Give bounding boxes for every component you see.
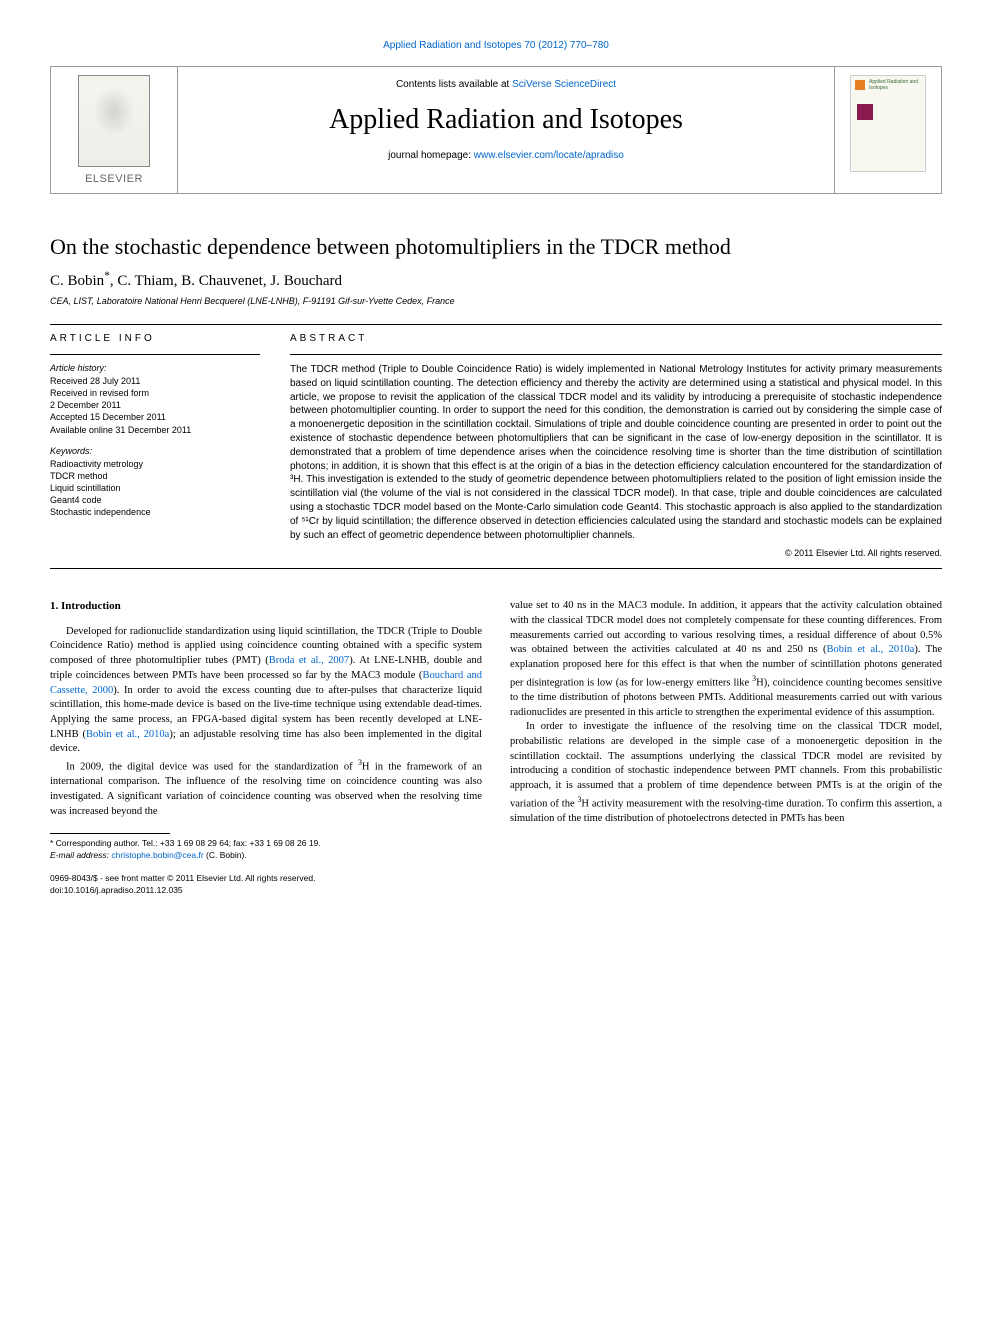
body-column-left: 1. Introduction Developed for radionucli…: [50, 599, 482, 896]
body-text: 1. Introduction Developed for radionucli…: [50, 599, 942, 896]
footer-doi: doi:10.1016/j.apradiso.2011.12.035: [50, 885, 482, 896]
email-link[interactable]: christophe.bobin@cea.fr: [111, 850, 203, 860]
publisher-logo: ELSEVIER: [51, 67, 178, 193]
abstract: ABSTRACT The TDCR method (Triple to Doub…: [290, 333, 942, 558]
abstract-text: The TDCR method (Triple to Double Coinci…: [290, 363, 942, 542]
elsevier-tree-icon: [78, 75, 150, 167]
body-paragraph: In order to investigate the influence of…: [510, 720, 942, 826]
homepage-prefix: journal homepage:: [388, 150, 474, 161]
history-heading: Article history:: [50, 363, 260, 373]
abstract-heading: ABSTRACT: [290, 333, 942, 344]
history-line: Available online 31 December 2011: [50, 424, 260, 436]
info-divider: [50, 354, 260, 355]
cover-thumbnail: Applied Radiation and Isotopes: [850, 75, 926, 172]
authors: C. Bobin*, C. Thiam, B. Chauvenet, J. Bo…: [50, 270, 942, 290]
journal-name: Applied Radiation and Isotopes: [198, 104, 814, 136]
section-heading: 1. Introduction: [50, 599, 482, 614]
footnote-email-label: E-mail address:: [50, 850, 111, 860]
ref-link[interactable]: Bouchard and Cassette, 2000: [50, 670, 482, 696]
divider-bottom: [50, 568, 942, 569]
history-line: Accepted 15 December 2011: [50, 411, 260, 423]
corresponding-author-footnote: * Corresponding author. Tel.: +33 1 69 0…: [50, 838, 482, 861]
ref-link[interactable]: Broda et al., 2007: [269, 655, 349, 666]
article-title: On the stochastic dependence between pho…: [50, 234, 942, 260]
ref-link[interactable]: Bobin et al., 2010a: [86, 729, 169, 740]
history-line: Received 28 July 2011: [50, 375, 260, 387]
journal-cover: Applied Radiation and Isotopes: [834, 67, 941, 193]
sciencedirect-link[interactable]: SciVerse ScienceDirect: [512, 79, 616, 90]
keyword: TDCR method: [50, 470, 260, 482]
homepage-link[interactable]: www.elsevier.com/locate/apradiso: [474, 150, 624, 161]
contents-line: Contents lists available at SciVerse Sci…: [198, 79, 814, 90]
footnote-corr: * Corresponding author. Tel.: +33 1 69 0…: [50, 838, 482, 849]
info-heading: ARTICLE INFO: [50, 333, 260, 344]
affiliation: CEA, LIST, Laboratoire National Henri Be…: [50, 296, 942, 306]
history-line: 2 December 2011: [50, 399, 260, 411]
keyword: Geant4 code: [50, 494, 260, 506]
footer-issn: 0969-8043/$ - see front matter © 2011 El…: [50, 873, 482, 884]
keyword: Liquid scintillation: [50, 482, 260, 494]
article-info: ARTICLE INFO Article history: Received 2…: [50, 333, 260, 558]
body-paragraph: value set to 40 ns in the MAC3 module. I…: [510, 599, 942, 720]
header-center: Contents lists available at SciVerse Sci…: [178, 67, 834, 193]
keywords-heading: Keywords:: [50, 446, 260, 456]
body-paragraph: Developed for radionuclide standardizati…: [50, 625, 482, 757]
keyword: Radioactivity metrology: [50, 458, 260, 470]
contents-prefix: Contents lists available at: [396, 79, 512, 90]
homepage-line: journal homepage: www.elsevier.com/locat…: [198, 150, 814, 161]
divider-top: [50, 324, 942, 325]
ref-link[interactable]: Bobin et al., 2010a: [826, 644, 914, 655]
abstract-divider: [290, 354, 942, 355]
keyword: Stochastic independence: [50, 506, 260, 518]
abstract-copyright: © 2011 Elsevier Ltd. All rights reserved…: [290, 548, 942, 558]
footnote-email-suffix: (C. Bobin).: [204, 850, 247, 860]
footnote-divider: [50, 833, 170, 834]
citation-link[interactable]: Applied Radiation and Isotopes 70 (2012)…: [383, 40, 609, 51]
body-paragraph: In 2009, the digital device was used for…: [50, 757, 482, 819]
publisher-name: ELSEVIER: [85, 173, 143, 185]
cover-thumb-title: Applied Radiation and Isotopes: [869, 80, 925, 91]
body-column-right: value set to 40 ns in the MAC3 module. I…: [510, 599, 942, 896]
history-line: Received in revised form: [50, 387, 260, 399]
citation-header: Applied Radiation and Isotopes 70 (2012)…: [50, 40, 942, 51]
journal-header: ELSEVIER Contents lists available at Sci…: [50, 66, 942, 194]
